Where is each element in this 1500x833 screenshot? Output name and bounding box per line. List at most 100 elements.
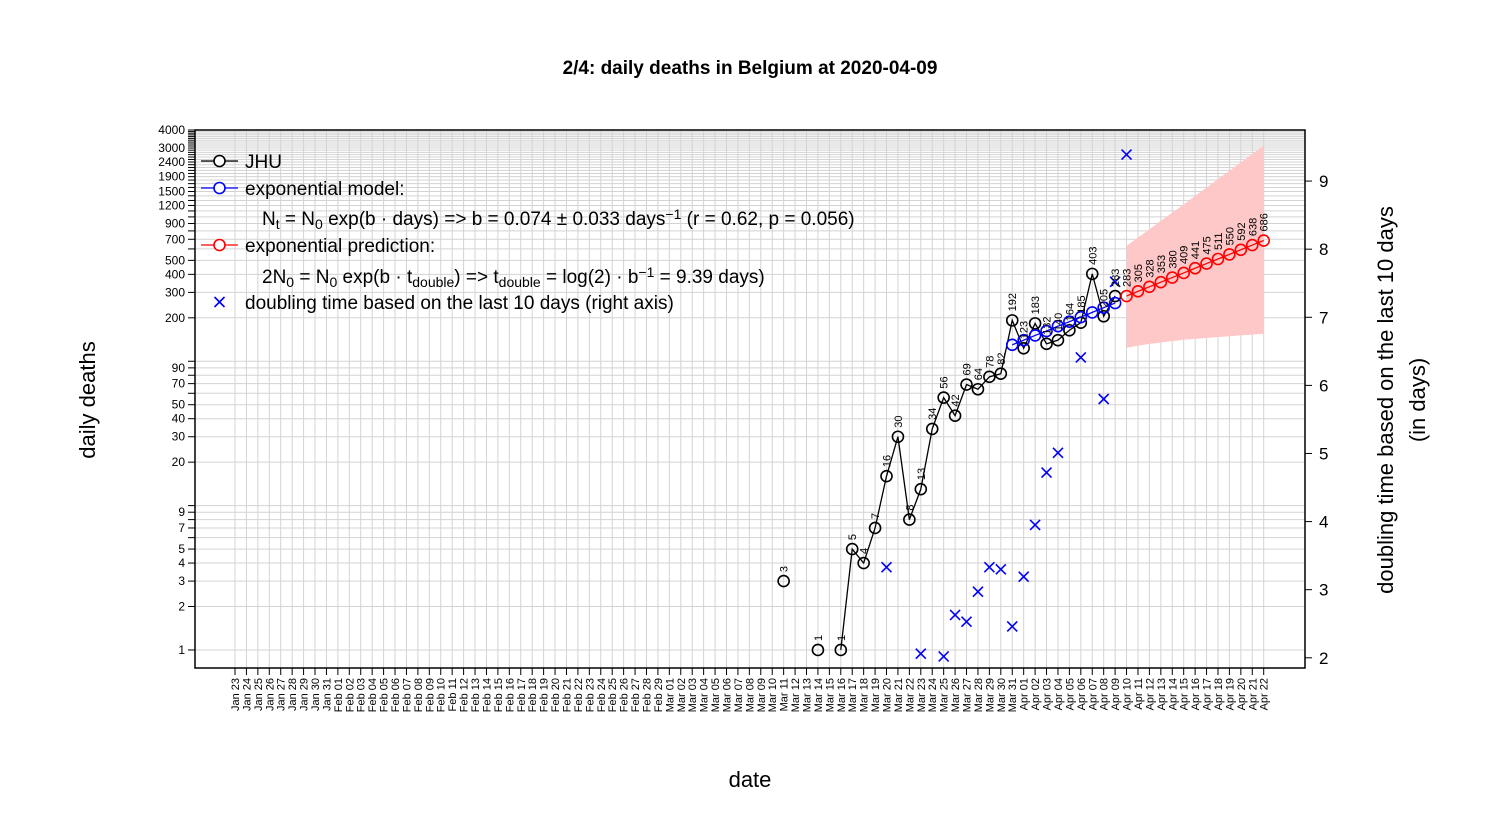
jhu-point: [925, 422, 939, 436]
jhu-point: [811, 643, 825, 657]
model-point: [1017, 333, 1030, 347]
y-tick-label: 1200: [158, 198, 185, 212]
x-tick-label: Feb 13: [470, 678, 482, 712]
x-tick-label: Feb 02: [344, 678, 356, 712]
x-tick-label: Jan 31: [321, 678, 333, 711]
x-tick-label: Jan 25: [253, 678, 265, 711]
prediction-data-label: 550: [1224, 227, 1236, 245]
x-tick-label: Feb 26: [619, 678, 631, 712]
prediction-data-label: 686: [1259, 213, 1271, 231]
jhu-data-label: 16: [882, 455, 894, 467]
x-tick-label: Apr 13: [1156, 678, 1168, 710]
jhu-point: [868, 521, 882, 535]
jhu-point: [834, 643, 848, 657]
jhu-data-label: 42: [950, 394, 962, 406]
jhu-point: [845, 542, 859, 556]
x-tick-label: Apr 10: [1122, 678, 1134, 710]
doubling-time-marker: [938, 650, 950, 662]
x-tick-label: Mar 04: [699, 678, 711, 712]
x-tick-label: Mar 02: [676, 678, 688, 712]
x-tick-label: Mar 17: [847, 678, 859, 712]
y2-tick-label: 4: [1319, 513, 1328, 532]
formula-part: exp(b · days) => b = 0.074 ± 0.033 days: [323, 209, 666, 230]
model-point: [1005, 338, 1019, 352]
legend-circle: [213, 238, 226, 252]
y-tick-label: 5: [178, 542, 185, 556]
x-tick-label: Feb 25: [607, 678, 619, 712]
doubling-x-stroke: [915, 648, 927, 660]
legend-x-stroke: [213, 296, 226, 308]
x-tick-label: Apr 11: [1133, 678, 1145, 710]
formula-part: 2N: [262, 267, 286, 288]
x-tick-label: Mar 03: [687, 678, 699, 712]
prediction-band: [1126, 145, 1264, 348]
jhu-point: [903, 513, 916, 526]
doubling-time-marker: [1098, 393, 1110, 405]
jhu-data-label: 5: [847, 534, 859, 540]
x-tick-label: Feb 29: [653, 678, 665, 712]
x-tick-label: Mar 01: [664, 678, 676, 712]
y-tick-label: 20: [172, 455, 186, 469]
jhu-point: [971, 382, 985, 396]
legend-formula-prediction: 2N0 = N0 exp(b · tdouble) => tdouble = l…: [262, 264, 765, 289]
y-tick-label: 50: [172, 398, 186, 412]
model-point: [1028, 329, 1042, 342]
doubling-time-marker: [1040, 466, 1053, 479]
x-tick-label: Feb 14: [481, 678, 493, 712]
y2-tick-label: 5: [1319, 444, 1328, 463]
prediction-data-label: 305: [1133, 264, 1145, 282]
formula-part: ) => t: [454, 267, 499, 288]
formula-part: = N: [280, 209, 315, 230]
x-tick-label: Mar 12: [790, 678, 802, 712]
doubling-x-stroke: [1075, 351, 1087, 364]
jhu-data-label: 56: [939, 376, 951, 388]
doubling-time-marker: [995, 563, 1007, 575]
x-tick-label: Apr 08: [1099, 678, 1111, 710]
x-tick-label: Feb 27: [630, 678, 642, 712]
doubling-time-marker: [1006, 620, 1018, 633]
x-tick-label: Feb 12: [459, 678, 471, 712]
doubling-x-stroke: [960, 616, 973, 628]
y-tick-label: 2400: [158, 155, 185, 169]
formula-part: −1: [665, 206, 681, 222]
doubling-time-marker: [1018, 571, 1030, 583]
legend-entry-label: JHU: [245, 152, 282, 173]
formula-part: −1: [638, 264, 654, 280]
prediction-data-label: 380: [1167, 250, 1179, 268]
y-tick-label: 4: [178, 556, 185, 570]
model-point: [1085, 306, 1099, 319]
x-tick-label: Apr 12: [1144, 678, 1156, 710]
doubling-time-marker: [983, 561, 995, 573]
prediction-point: [1211, 252, 1225, 266]
x-tick-label: Jan 30: [310, 678, 322, 711]
doubling-x-stroke: [995, 563, 1007, 575]
jhu-data-label: 132: [1042, 316, 1054, 334]
axes: 1234579203040507090200300400500700900120…: [158, 123, 1328, 712]
x-tick-label: Feb 22: [573, 678, 585, 712]
jhu-point: [1051, 333, 1065, 347]
model-point: [1097, 301, 1110, 314]
x-tick-label: Feb 28: [641, 678, 653, 712]
doubling-time-marker: [915, 648, 927, 660]
x-tick-label: Feb 15: [493, 678, 505, 712]
jhu-point: [1040, 337, 1053, 351]
y-tick-label: 1: [178, 643, 185, 657]
x-tick-label: Apr 18: [1213, 678, 1225, 710]
doubling-time-marker: [1109, 276, 1121, 288]
x-tick-label: Mar 23: [916, 678, 928, 712]
jhu-data-label: 1: [836, 635, 848, 641]
y-tick-label: 4000: [158, 123, 185, 137]
x-tick-label: Mar 07: [733, 678, 745, 712]
x-tick-label: Apr 06: [1076, 678, 1088, 710]
jhu-point: [960, 378, 973, 391]
jhu-data-label: 64: [973, 368, 985, 380]
doubling-x-stroke: [1052, 447, 1064, 459]
x-tick-label: Feb 11: [447, 678, 459, 711]
x-tick-label: Apr 04: [1053, 678, 1065, 710]
jhu-point: [891, 430, 905, 444]
y2-tick-label: 9: [1319, 172, 1328, 191]
jhu-data-label: 4: [859, 548, 871, 554]
x-tick-label: Apr 22: [1259, 678, 1271, 710]
